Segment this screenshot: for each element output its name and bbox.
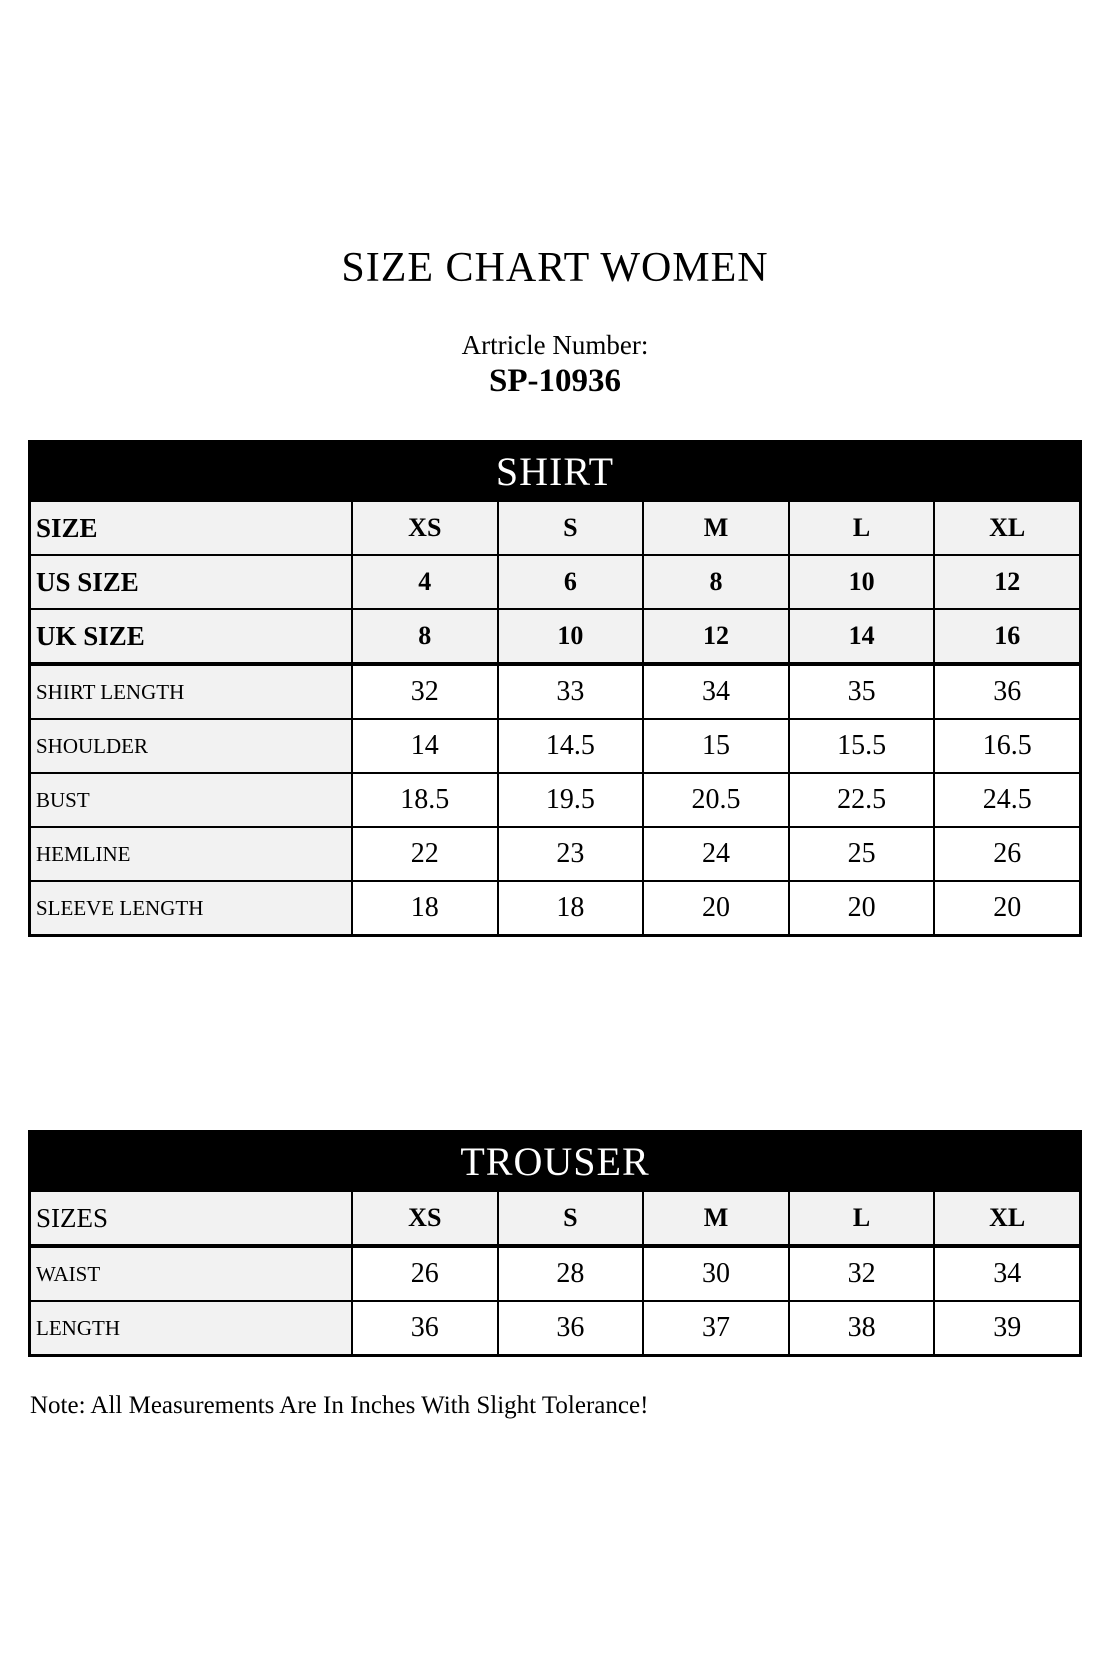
article-number-value: SP-10936 [489, 363, 621, 399]
trouser-size-table: TROUSER SIZES XS S M L XL WAIST 26 28 30 32 34 LENGT… [28, 1130, 1082, 1357]
value-cell: 36 [933, 666, 1079, 718]
value-cell: 33 [496, 666, 643, 718]
row-label-cell: SHOULDER [31, 720, 351, 772]
row-label-cell: BUST [31, 774, 351, 826]
article-number-label: Artricle Number: [461, 330, 649, 360]
value-cell: 18.5 [351, 774, 497, 826]
row-label-cell: SHIRT LENGTH [31, 666, 351, 718]
value-cell: 15.5 [787, 720, 934, 772]
value-cell: 20 [933, 882, 1079, 934]
row-label-cell: LENGTH [31, 1302, 351, 1354]
value-cell: XL [933, 1192, 1079, 1244]
value-cell: 20 [787, 882, 934, 934]
shirt-table-rows: SIZE XS S M L XL US SIZE 4 6 8 10 12 UK SIZE 8 10 12 14 1… [31, 500, 1079, 934]
trouser-table-rows: SIZES XS S M L XL WAIST 26 28 30 32 34 LENGTH 36 36 37 3… [31, 1190, 1079, 1354]
table-row: SHIRT LENGTH 32 33 34 35 36 [31, 662, 1079, 718]
value-cell: 38 [787, 1302, 934, 1354]
value-cell: 10 [787, 556, 934, 608]
shirt-size-table: SHIRT SIZE XS S M L XL US SIZE 4 6 8 10 12 UK SIZE 8 1… [28, 440, 1082, 937]
row-label-cell: WAIST [31, 1248, 351, 1300]
table-row: US SIZE 4 6 8 10 12 [31, 554, 1079, 608]
value-cell: 14 [787, 610, 934, 662]
value-cell: 26 [933, 828, 1079, 880]
value-cell: 20 [642, 882, 788, 934]
value-cell: XS [351, 1192, 497, 1244]
value-cell: 18 [351, 882, 497, 934]
value-cell: 16 [933, 610, 1079, 662]
page-title: SIZE CHART WOMEN [341, 245, 769, 291]
value-cell: 34 [642, 666, 788, 718]
table-row: BUST 18.5 19.5 20.5 22.5 24.5 [31, 772, 1079, 826]
value-cell: 36 [496, 1302, 643, 1354]
value-cell: 10 [496, 610, 643, 662]
table-row: UK SIZE 8 10 12 14 16 [31, 608, 1079, 662]
table-row: SHOULDER 14 14.5 15 15.5 16.5 [31, 718, 1079, 772]
value-cell: 24 [642, 828, 788, 880]
value-cell: 30 [642, 1248, 788, 1300]
measurement-note: Note: All Measurements Are In Inches Wit… [30, 1392, 649, 1419]
value-cell: 23 [496, 828, 643, 880]
value-cell: 22 [351, 828, 497, 880]
value-cell: 14.5 [496, 720, 643, 772]
value-cell: 36 [351, 1302, 497, 1354]
row-label-cell: UK SIZE [31, 610, 351, 662]
row-label-cell: US SIZE [31, 556, 351, 608]
value-cell: 34 [933, 1248, 1079, 1300]
value-cell: 25 [787, 828, 934, 880]
value-cell: S [496, 502, 643, 554]
value-cell: 8 [351, 610, 497, 662]
value-cell: 16.5 [933, 720, 1079, 772]
value-cell: 12 [642, 610, 788, 662]
table-row: HEMLINE 22 23 24 25 26 [31, 826, 1079, 880]
value-cell: 28 [496, 1248, 643, 1300]
table-row: LENGTH 36 36 37 38 39 [31, 1300, 1079, 1354]
value-cell: 32 [351, 666, 497, 718]
value-cell: 19.5 [496, 774, 643, 826]
value-cell: 6 [496, 556, 643, 608]
value-cell: 12 [933, 556, 1079, 608]
value-cell: 32 [787, 1248, 934, 1300]
value-cell: 39 [933, 1302, 1079, 1354]
table-row: SIZE XS S M L XL [31, 500, 1079, 554]
value-cell: XL [933, 502, 1079, 554]
value-cell: S [496, 1192, 643, 1244]
table-row: SLEEVE LENGTH 18 18 20 20 20 [31, 880, 1079, 934]
value-cell: 15 [642, 720, 788, 772]
value-cell: L [787, 1192, 934, 1244]
value-cell: 18 [496, 882, 643, 934]
value-cell: 4 [351, 556, 497, 608]
row-label-cell: HEMLINE [31, 828, 351, 880]
row-label-cell: SLEEVE LENGTH [31, 882, 351, 934]
value-cell: 35 [787, 666, 934, 718]
table-row: WAIST 26 28 30 32 34 [31, 1244, 1079, 1300]
value-cell: 22.5 [787, 774, 934, 826]
shirt-table-banner: SHIRT [31, 443, 1079, 500]
row-label-cell: SIZES [31, 1192, 351, 1244]
value-cell: 8 [642, 556, 788, 608]
table-row: SIZES XS S M L XL [31, 1190, 1079, 1244]
value-cell: M [642, 1192, 788, 1244]
value-cell: 26 [351, 1248, 497, 1300]
value-cell: M [642, 502, 788, 554]
row-label-cell: SIZE [31, 502, 351, 554]
value-cell: XS [351, 502, 497, 554]
value-cell: 20.5 [642, 774, 788, 826]
value-cell: L [787, 502, 934, 554]
value-cell: 37 [642, 1302, 788, 1354]
trouser-table-banner: TROUSER [31, 1133, 1079, 1190]
value-cell: 14 [351, 720, 497, 772]
value-cell: 24.5 [933, 774, 1079, 826]
